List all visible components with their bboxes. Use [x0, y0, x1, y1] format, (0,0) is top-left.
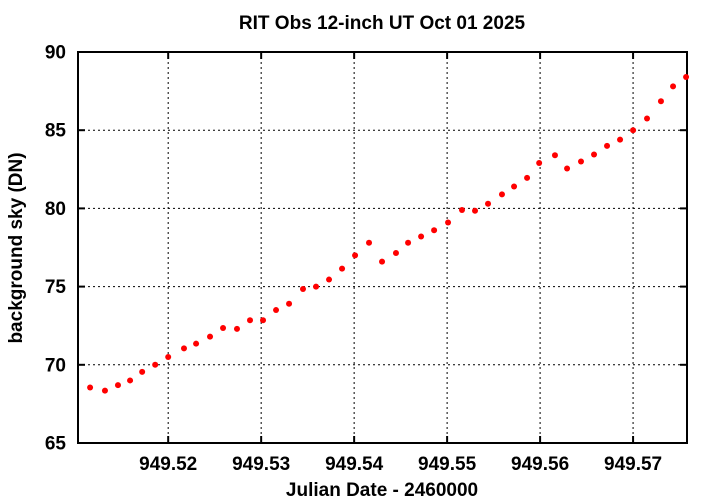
data-point [273, 307, 280, 314]
data-point [498, 191, 505, 198]
data-point [405, 239, 412, 246]
data-point [139, 368, 146, 375]
data-point [578, 158, 585, 165]
y-tick-label: 80 [45, 199, 66, 220]
data-point [604, 142, 611, 149]
data-point [485, 200, 492, 207]
x-axis-label: Julian Date - 2460000 [286, 480, 478, 501]
x-tick-label: 949.52 [139, 454, 197, 475]
data-point [392, 249, 399, 256]
data-point [551, 152, 558, 159]
data-point [536, 160, 543, 167]
y-tick-label: 65 [45, 434, 67, 455]
data-point [617, 136, 624, 143]
data-point [180, 345, 187, 352]
x-tick-label: 949.54 [325, 454, 384, 475]
y-axis-label: background sky (DN) [6, 152, 27, 343]
data-point [326, 276, 333, 283]
data-point [127, 377, 134, 384]
data-point [193, 340, 200, 347]
chart-title: RIT Obs 12-inch UT Oct 01 2025 [239, 13, 526, 34]
y-tick-label: 75 [45, 277, 67, 298]
data-point [445, 219, 452, 226]
data-point [165, 353, 172, 360]
data-point [564, 165, 571, 172]
x-tick-label: 949.57 [604, 454, 662, 475]
data-point [657, 98, 664, 105]
tick-labels: 949.52 949.53 949.54 949.55 949.56 949.57 65 70… [45, 43, 662, 476]
data-point [670, 83, 677, 90]
data-point [247, 317, 254, 324]
data-point [366, 239, 373, 246]
data-point [286, 300, 293, 307]
data-point [352, 252, 359, 259]
data-point [431, 227, 438, 234]
gridlines [78, 52, 687, 443]
data-point [313, 283, 320, 290]
data-point [379, 258, 386, 265]
data-point [472, 207, 479, 214]
plot-border [77, 51, 688, 444]
data-point [300, 285, 307, 292]
data-point [511, 183, 518, 190]
data-point [339, 265, 346, 272]
x-tick-label: 949.55 [418, 454, 477, 475]
data-point [233, 325, 240, 332]
y-tick-label: 90 [45, 43, 66, 64]
data-point [114, 382, 121, 389]
data-point [418, 233, 425, 240]
data-point [591, 151, 598, 158]
data-point [683, 74, 690, 81]
data-point [220, 325, 227, 332]
data-point [101, 387, 108, 394]
x-tick-label: 949.53 [232, 454, 290, 475]
data-point [644, 115, 651, 122]
data-point [458, 206, 465, 213]
data-point [260, 317, 267, 324]
data-point [207, 333, 214, 340]
data-point [524, 174, 531, 181]
data-point [630, 127, 637, 134]
data-point [152, 361, 159, 368]
data-points [87, 74, 690, 394]
x-tick-label: 949.56 [511, 454, 569, 475]
y-tick-label: 85 [45, 121, 67, 142]
data-point [87, 384, 94, 391]
y-tick-label: 70 [45, 355, 66, 376]
axis-ticks [78, 51, 687, 444]
